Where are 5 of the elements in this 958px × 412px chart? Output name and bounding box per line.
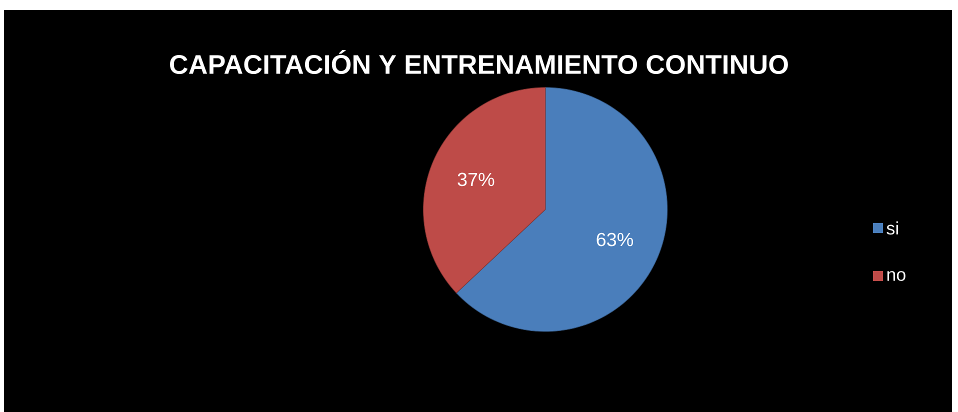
legend-label: si bbox=[886, 221, 898, 235]
chart-title: CAPACITACIÓN Y ENTRENAMIENTO CONTINUO bbox=[170, 50, 788, 74]
data-label: 37% bbox=[458, 172, 494, 186]
data-label: 63% bbox=[596, 232, 634, 246]
legend-label: no bbox=[887, 271, 906, 281]
